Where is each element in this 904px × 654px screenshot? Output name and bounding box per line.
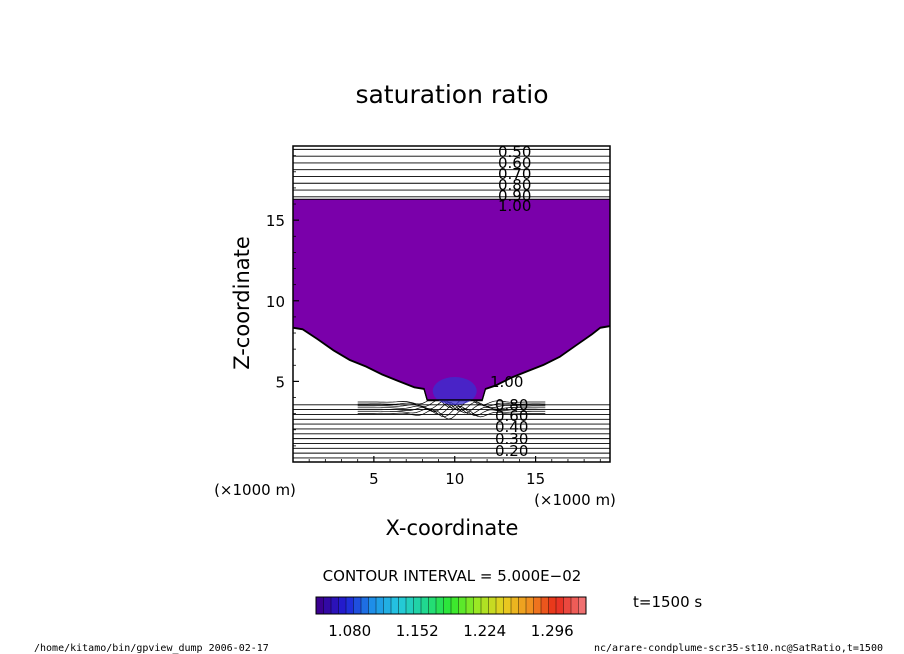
- contour-label: 1.00: [490, 373, 523, 391]
- colorbar-segment: [541, 597, 549, 614]
- contour-label: 0.90: [498, 187, 531, 205]
- contour-label: 0.50: [498, 143, 531, 161]
- colorbar-segment: [571, 597, 579, 614]
- colorbar-segment: [578, 597, 587, 614]
- colorbar-segment: [398, 597, 407, 614]
- footer-left: /home/kitamo/bin/gpview_dump 2006-02-17: [34, 643, 269, 654]
- contour-label: 0.40: [495, 418, 528, 436]
- colorbar-segment: [563, 597, 572, 614]
- colorbar-segment: [316, 597, 324, 614]
- colorbar-frame: [315, 596, 587, 615]
- colorbar-segment: [503, 597, 512, 614]
- colorbar-segment: [533, 597, 542, 614]
- x-tick-label: 10: [445, 470, 464, 488]
- x-unit-label: (×1000 m): [534, 491, 616, 509]
- colorbar-segment: [331, 597, 339, 614]
- y-tick-label: 10: [266, 293, 285, 311]
- contour-line-1.00: [292, 325, 611, 401]
- colorbar-segment: [421, 597, 429, 614]
- colorbar-tick-label: 1.296: [531, 622, 574, 640]
- colorbar-segment: [458, 597, 467, 614]
- colorbar-segment: [511, 597, 519, 614]
- x-tick-label: 5: [369, 470, 379, 488]
- contour-line: [357, 396, 546, 408]
- colorbar-segment: [556, 597, 564, 614]
- contour-line: [357, 406, 546, 418]
- colorbar-segment: [451, 597, 459, 614]
- colorbar-segment: [466, 597, 474, 614]
- colorbar-segment: [496, 597, 504, 614]
- contour-label: 0.60: [498, 154, 531, 172]
- colorbar-segment: [383, 597, 392, 614]
- colorbar-segment: [436, 597, 444, 614]
- contour-label: 0.70: [498, 165, 531, 183]
- contour-label: 0.30: [495, 430, 528, 448]
- colorbar-segment: [548, 597, 557, 614]
- colorbar-segment: [413, 597, 422, 614]
- contour-interval-text: CONTOUR INTERVAL = 5.000E−02: [323, 567, 582, 585]
- y-tick-label: 15: [266, 212, 285, 230]
- y-tick-label: 5: [275, 373, 285, 391]
- colorbar-segment: [323, 597, 332, 614]
- colorbar-segment: [518, 597, 527, 614]
- footer-right: nc/arare-condplume-scr35-st10.nc@SatRati…: [594, 643, 883, 654]
- colorbar-segment: [338, 597, 347, 614]
- z-unit-label: (×1000 m): [214, 481, 296, 499]
- x-axis-label: X-coordinate: [386, 516, 519, 540]
- plume-core: [432, 377, 477, 406]
- colorbar-segment: [443, 597, 452, 614]
- colorbar-tick-label: 1.080: [328, 622, 371, 640]
- colorbar-segment: [406, 597, 414, 614]
- colorbar-segment: [391, 597, 399, 614]
- colorbar-segment: [376, 597, 384, 614]
- colorbar-segment: [368, 597, 377, 614]
- colorbar-tick-label: 1.224: [463, 622, 506, 640]
- contour-label: 0.80: [495, 396, 528, 414]
- plot-frame: [292, 145, 611, 463]
- colorbar-segment: [473, 597, 482, 614]
- contour-label: 0.80: [498, 176, 531, 194]
- contour-line: [357, 399, 546, 410]
- time-label: t=1500 s: [633, 593, 702, 611]
- contour-label: 0.60: [495, 407, 528, 425]
- colorbar-segment: [353, 597, 362, 614]
- colorbar-segment: [428, 597, 437, 614]
- colorbar-tick-label: 1.152: [396, 622, 439, 640]
- x-tick-label: 15: [526, 470, 545, 488]
- colorbar-segment: [346, 597, 354, 614]
- colorbar: [315, 596, 587, 615]
- contour-line: [357, 408, 546, 420]
- chart-title: saturation ratio: [355, 80, 548, 109]
- colorbar-segment: [488, 597, 497, 614]
- y-axis-label: Z-coordinate: [230, 236, 254, 370]
- colorbar-segment: [526, 597, 534, 614]
- contour-label: 1.00: [498, 197, 531, 215]
- contour-label: 0.20: [495, 442, 528, 460]
- supersaturated-plume: [292, 198, 611, 402]
- colorbar-segment: [481, 597, 489, 614]
- colorbar-segment: [361, 597, 369, 614]
